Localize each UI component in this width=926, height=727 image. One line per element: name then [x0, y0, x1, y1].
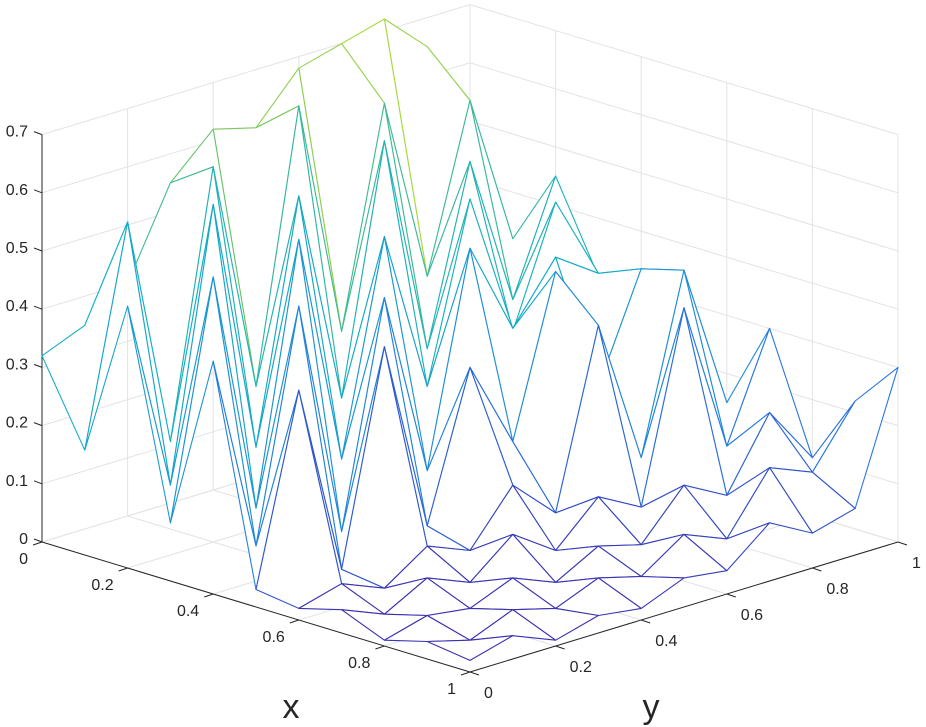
z-tick-mark: [33, 305, 43, 310]
x-tick-mark: [204, 593, 214, 598]
z-tick-label: 0: [19, 531, 28, 548]
x-axis-label: x: [283, 688, 300, 726]
x-tick-mark: [32, 541, 43, 546]
z-tick-label: 0.7: [6, 124, 28, 141]
x-tick-mark: [118, 567, 128, 572]
y-tick-mark: [726, 593, 736, 598]
x-tick-label: 0.4: [177, 603, 199, 620]
z-tick-mark: [33, 131, 43, 136]
x-tick-mark: [289, 619, 299, 624]
z-tick-label: 0.6: [6, 182, 28, 199]
x-tick-mark: [460, 671, 471, 676]
x-tick-label: 0: [19, 551, 28, 568]
mesh-face: [426, 635, 514, 661]
x-tick-label: 0.8: [348, 655, 370, 672]
z-tick-label: 0.1: [6, 473, 28, 490]
grid-line: [469, 62, 899, 194]
z-tick-label: 0.5: [6, 240, 28, 257]
x-axis-line: [41, 541, 471, 673]
y-tick-label: 1: [912, 555, 921, 572]
grid-line: [41, 4, 471, 136]
x-tick-label: 0.6: [263, 629, 285, 646]
z-tick-mark: [33, 422, 43, 427]
y-tick-label: 0.8: [826, 581, 848, 598]
x-tick-label: 1: [447, 681, 456, 698]
y-axis-line: [469, 541, 899, 673]
z-tick-mark: [33, 480, 43, 485]
tick-labels: 0 0.2 0.4 0.6 0.8 1 0 0.2 0.4 0.6 0.8 1 0 0.1 0.2 0.3 0.…: [6, 124, 921, 702]
z-tick-mark: [33, 363, 43, 368]
z-tick-label: 0.3: [6, 356, 28, 373]
y-tick-mark: [469, 671, 480, 676]
grid-line: [469, 120, 899, 252]
z-tick-mark: [33, 189, 43, 194]
y-tick-label: 0: [484, 685, 493, 702]
y-tick-label: 0.6: [741, 607, 763, 624]
y-tick-mark: [641, 619, 651, 624]
y-tick-mark: [555, 645, 565, 650]
y-tick-mark: [812, 567, 822, 572]
x-tick-label: 0.2: [91, 577, 113, 594]
x-tick-mark: [375, 645, 385, 650]
grid-line: [469, 4, 899, 136]
y-axis-label: y: [643, 688, 660, 726]
z-tick-mark: [33, 538, 43, 543]
y-tick-label: 0.4: [655, 633, 677, 650]
y-tick-label: 0.2: [570, 659, 592, 676]
z-tick-mark: [33, 247, 43, 252]
y-tick-mark: [897, 541, 908, 546]
surface-mesh: [41, 18, 899, 661]
z-tick-label: 0.4: [6, 298, 28, 315]
z-tick-label: 0.2: [6, 415, 28, 432]
